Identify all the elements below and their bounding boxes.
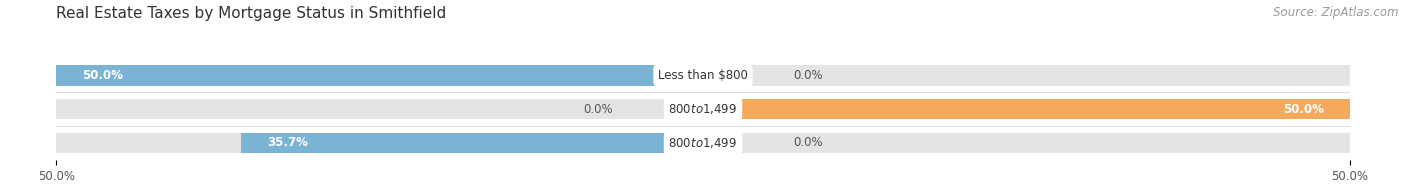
Bar <box>56 99 1350 119</box>
Text: 0.0%: 0.0% <box>793 69 823 82</box>
Text: Source: ZipAtlas.com: Source: ZipAtlas.com <box>1274 6 1399 19</box>
Text: $800 to $1,499: $800 to $1,499 <box>668 136 738 150</box>
Text: 35.7%: 35.7% <box>267 136 308 150</box>
Bar <box>56 65 703 86</box>
Text: Less than $800: Less than $800 <box>658 69 748 82</box>
Text: Real Estate Taxes by Mortgage Status in Smithfield: Real Estate Taxes by Mortgage Status in … <box>56 6 447 21</box>
Bar <box>703 99 1350 119</box>
Bar <box>56 65 1350 86</box>
Bar <box>242 133 703 153</box>
Text: 0.0%: 0.0% <box>583 103 613 116</box>
Text: $800 to $1,499: $800 to $1,499 <box>668 102 738 116</box>
Text: 50.0%: 50.0% <box>1284 103 1324 116</box>
Bar <box>56 133 1350 153</box>
Text: 0.0%: 0.0% <box>793 136 823 150</box>
Text: 50.0%: 50.0% <box>82 69 122 82</box>
